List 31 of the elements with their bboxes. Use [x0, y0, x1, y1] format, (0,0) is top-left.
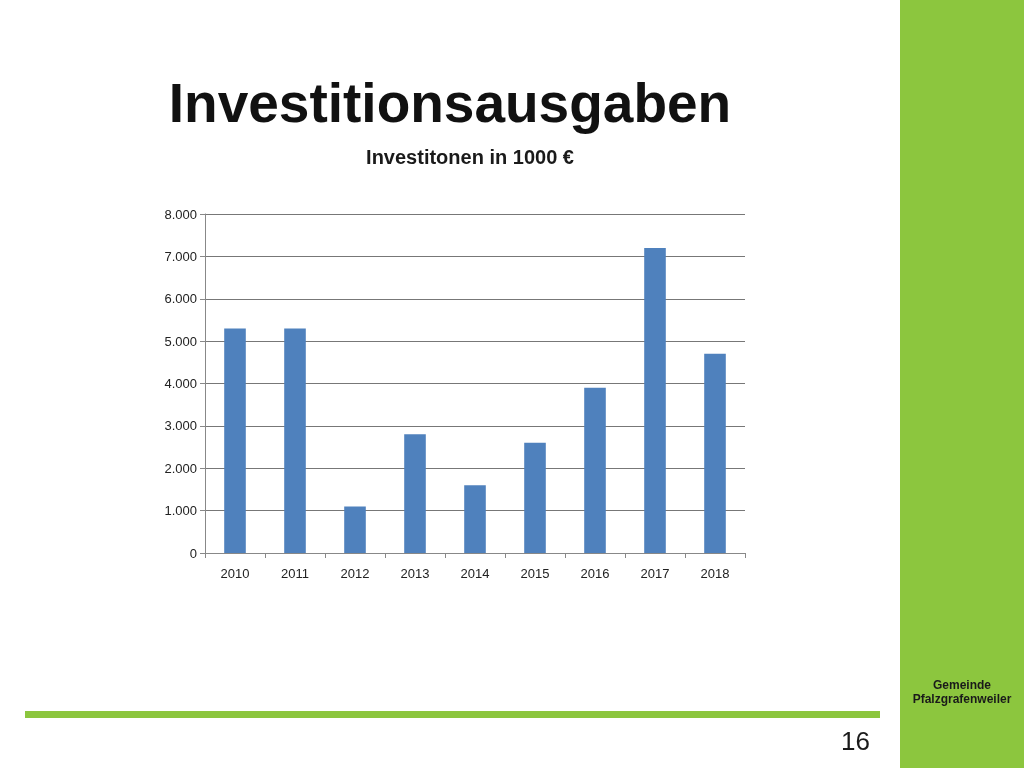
text: 16 [840, 726, 870, 758]
x-tick-label: 2011 [281, 566, 309, 581]
bar [344, 506, 366, 553]
bar [224, 328, 246, 553]
y-tick-label: 3.000 [164, 418, 197, 434]
bar [464, 485, 486, 553]
bar [644, 247, 666, 553]
bar [284, 328, 306, 553]
x-tick-label: 2017 [640, 566, 670, 581]
x-tick-label: 2010 [220, 566, 250, 581]
x-tick-label: 2013 [400, 566, 430, 581]
x-tick-label: 2015 [520, 566, 550, 581]
bar [404, 434, 426, 553]
x-tick-label: 2014 [460, 566, 490, 581]
x-tick-label: 2012 [340, 566, 370, 581]
bar [524, 442, 546, 553]
y-tick-label: 0 [189, 545, 197, 561]
y-tick-label: 1.000 [164, 503, 197, 519]
y-tick-label: 5.000 [164, 333, 197, 349]
y-tick-label: 4.000 [164, 376, 197, 391]
bar [704, 353, 726, 553]
x-tick-label: 2018 [700, 566, 730, 581]
y-tick-label: 7.000 [164, 248, 197, 264]
y-tick-label: 2.000 [164, 460, 197, 476]
chart-subtitle: Investitonen in 1000 € [366, 146, 574, 168]
y-tick-label: 6.000 [164, 291, 197, 307]
bar [584, 387, 606, 553]
text: Gemeinde Pfalzgrafenweiler [911, 678, 1013, 707]
y-tick-label: 8.000 [164, 206, 197, 222]
x-tick-label: 2016 [580, 566, 610, 581]
chart-title: Investitionsausgaben [168, 72, 732, 134]
